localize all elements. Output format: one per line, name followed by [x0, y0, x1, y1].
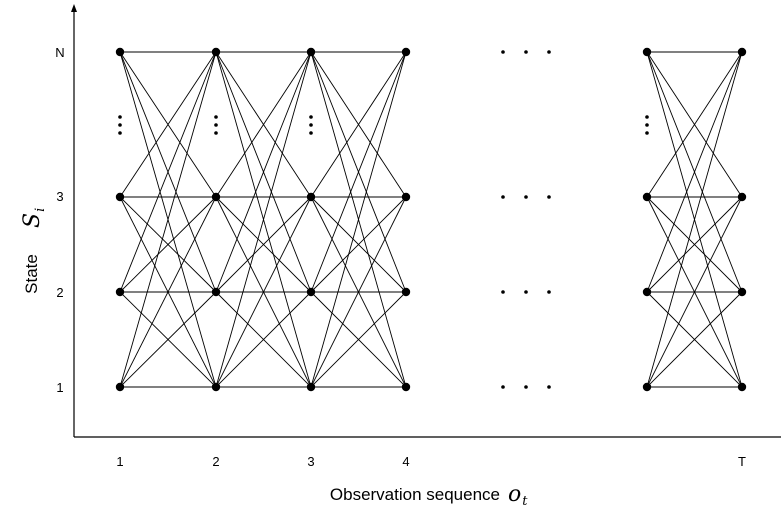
state-node [737, 382, 747, 392]
horizontal-ellipsis-dot [501, 290, 505, 294]
transition-edge [310, 51, 407, 293]
x-axis-symbol: ot [508, 482, 528, 509]
state-node [737, 47, 747, 57]
state-node [211, 382, 221, 392]
x-tick-label: T [738, 454, 746, 469]
transition-edge [215, 291, 312, 388]
x-axis-title: Observation sequence [330, 485, 500, 504]
horizontal-ellipsis-dot [547, 50, 551, 54]
state-node [306, 287, 316, 297]
horizontal-ellipsis-dot [524, 385, 528, 389]
vertical-ellipsis-dot [645, 131, 649, 135]
state-node [642, 192, 652, 202]
vertical-ellipsis-dot [309, 131, 313, 135]
y-axis-symbol-letter: S [20, 213, 45, 228]
state-node [211, 192, 221, 202]
y-tick-label: N [55, 45, 64, 60]
state-node [642, 47, 652, 57]
transition-edge [119, 196, 217, 293]
y-axis-symbol: Si [20, 208, 48, 228]
transition-edge [215, 51, 312, 293]
transition-edge [310, 196, 407, 293]
horizontal-ellipsis-dot [547, 290, 551, 294]
state-node [211, 287, 221, 297]
vertical-ellipsis-dot [214, 123, 218, 127]
vertical-ellipsis-dot [645, 123, 649, 127]
state-node [115, 287, 125, 297]
edges-layer [119, 51, 743, 388]
y-tick-label: 2 [56, 285, 63, 300]
transition-edge [215, 51, 312, 388]
state-node [306, 192, 316, 202]
x-tick-label: 2 [212, 454, 219, 469]
vertical-ellipsis-dot [214, 131, 218, 135]
state-node [642, 287, 652, 297]
x-tick-label: 1 [116, 454, 123, 469]
y-axis-symbol-subscript: i [33, 208, 48, 212]
transition-edge [646, 196, 743, 293]
state-node [401, 47, 411, 57]
y-axis-title: State [22, 254, 41, 294]
state-node [211, 47, 221, 57]
vertical-ellipsis-dot [645, 115, 649, 119]
transition-edge [310, 196, 407, 388]
x-axis-symbol-subscript: t [522, 494, 528, 509]
state-node [115, 47, 125, 57]
transition-edge [646, 291, 743, 388]
y-axis-arrowhead [71, 4, 77, 12]
horizontal-ellipsis-dot [547, 195, 551, 199]
transition-edge [310, 51, 407, 388]
state-node [401, 192, 411, 202]
y-tick-label: 1 [56, 380, 63, 395]
transition-edge [215, 51, 312, 198]
vertical-ellipsis-dot [309, 115, 313, 119]
x-tick-label: 3 [307, 454, 314, 469]
transition-edge [310, 51, 407, 198]
ellipsis-layer [118, 50, 649, 389]
transition-edge [215, 196, 312, 388]
state-node [737, 192, 747, 202]
vertical-ellipsis-dot [118, 131, 122, 135]
horizontal-ellipsis-dot [501, 50, 505, 54]
transition-edge [646, 51, 743, 388]
state-node [401, 287, 411, 297]
transition-edge [119, 51, 217, 293]
nodes-layer [115, 47, 747, 392]
transition-edge [646, 51, 743, 293]
transition-edge [119, 196, 217, 388]
state-node [401, 382, 411, 392]
vertical-ellipsis-dot [118, 123, 122, 127]
transition-edge [310, 291, 407, 388]
vertical-ellipsis-dot [214, 115, 218, 119]
y-axis-title-group: State Si [20, 208, 48, 294]
state-node [115, 192, 125, 202]
state-node [306, 382, 316, 392]
transition-edge [119, 51, 217, 198]
horizontal-ellipsis-dot [501, 385, 505, 389]
transition-edge [119, 291, 217, 388]
x-axis-symbol-letter: o [508, 482, 521, 507]
state-node [642, 382, 652, 392]
horizontal-ellipsis-dot [501, 195, 505, 199]
vertical-ellipsis-dot [309, 123, 313, 127]
transition-edge [646, 51, 743, 198]
transition-edge [646, 196, 743, 388]
transition-edge [215, 196, 312, 293]
state-node [115, 382, 125, 392]
state-node [306, 47, 316, 57]
horizontal-ellipsis-dot [547, 385, 551, 389]
y-tick-label: 3 [56, 189, 63, 204]
state-node [737, 287, 747, 297]
transition-edge [119, 51, 217, 388]
horizontal-ellipsis-dot [524, 50, 528, 54]
horizontal-ellipsis-dot [524, 290, 528, 294]
x-tick-label: 4 [402, 454, 409, 469]
horizontal-ellipsis-dot [524, 195, 528, 199]
vertical-ellipsis-dot [118, 115, 122, 119]
